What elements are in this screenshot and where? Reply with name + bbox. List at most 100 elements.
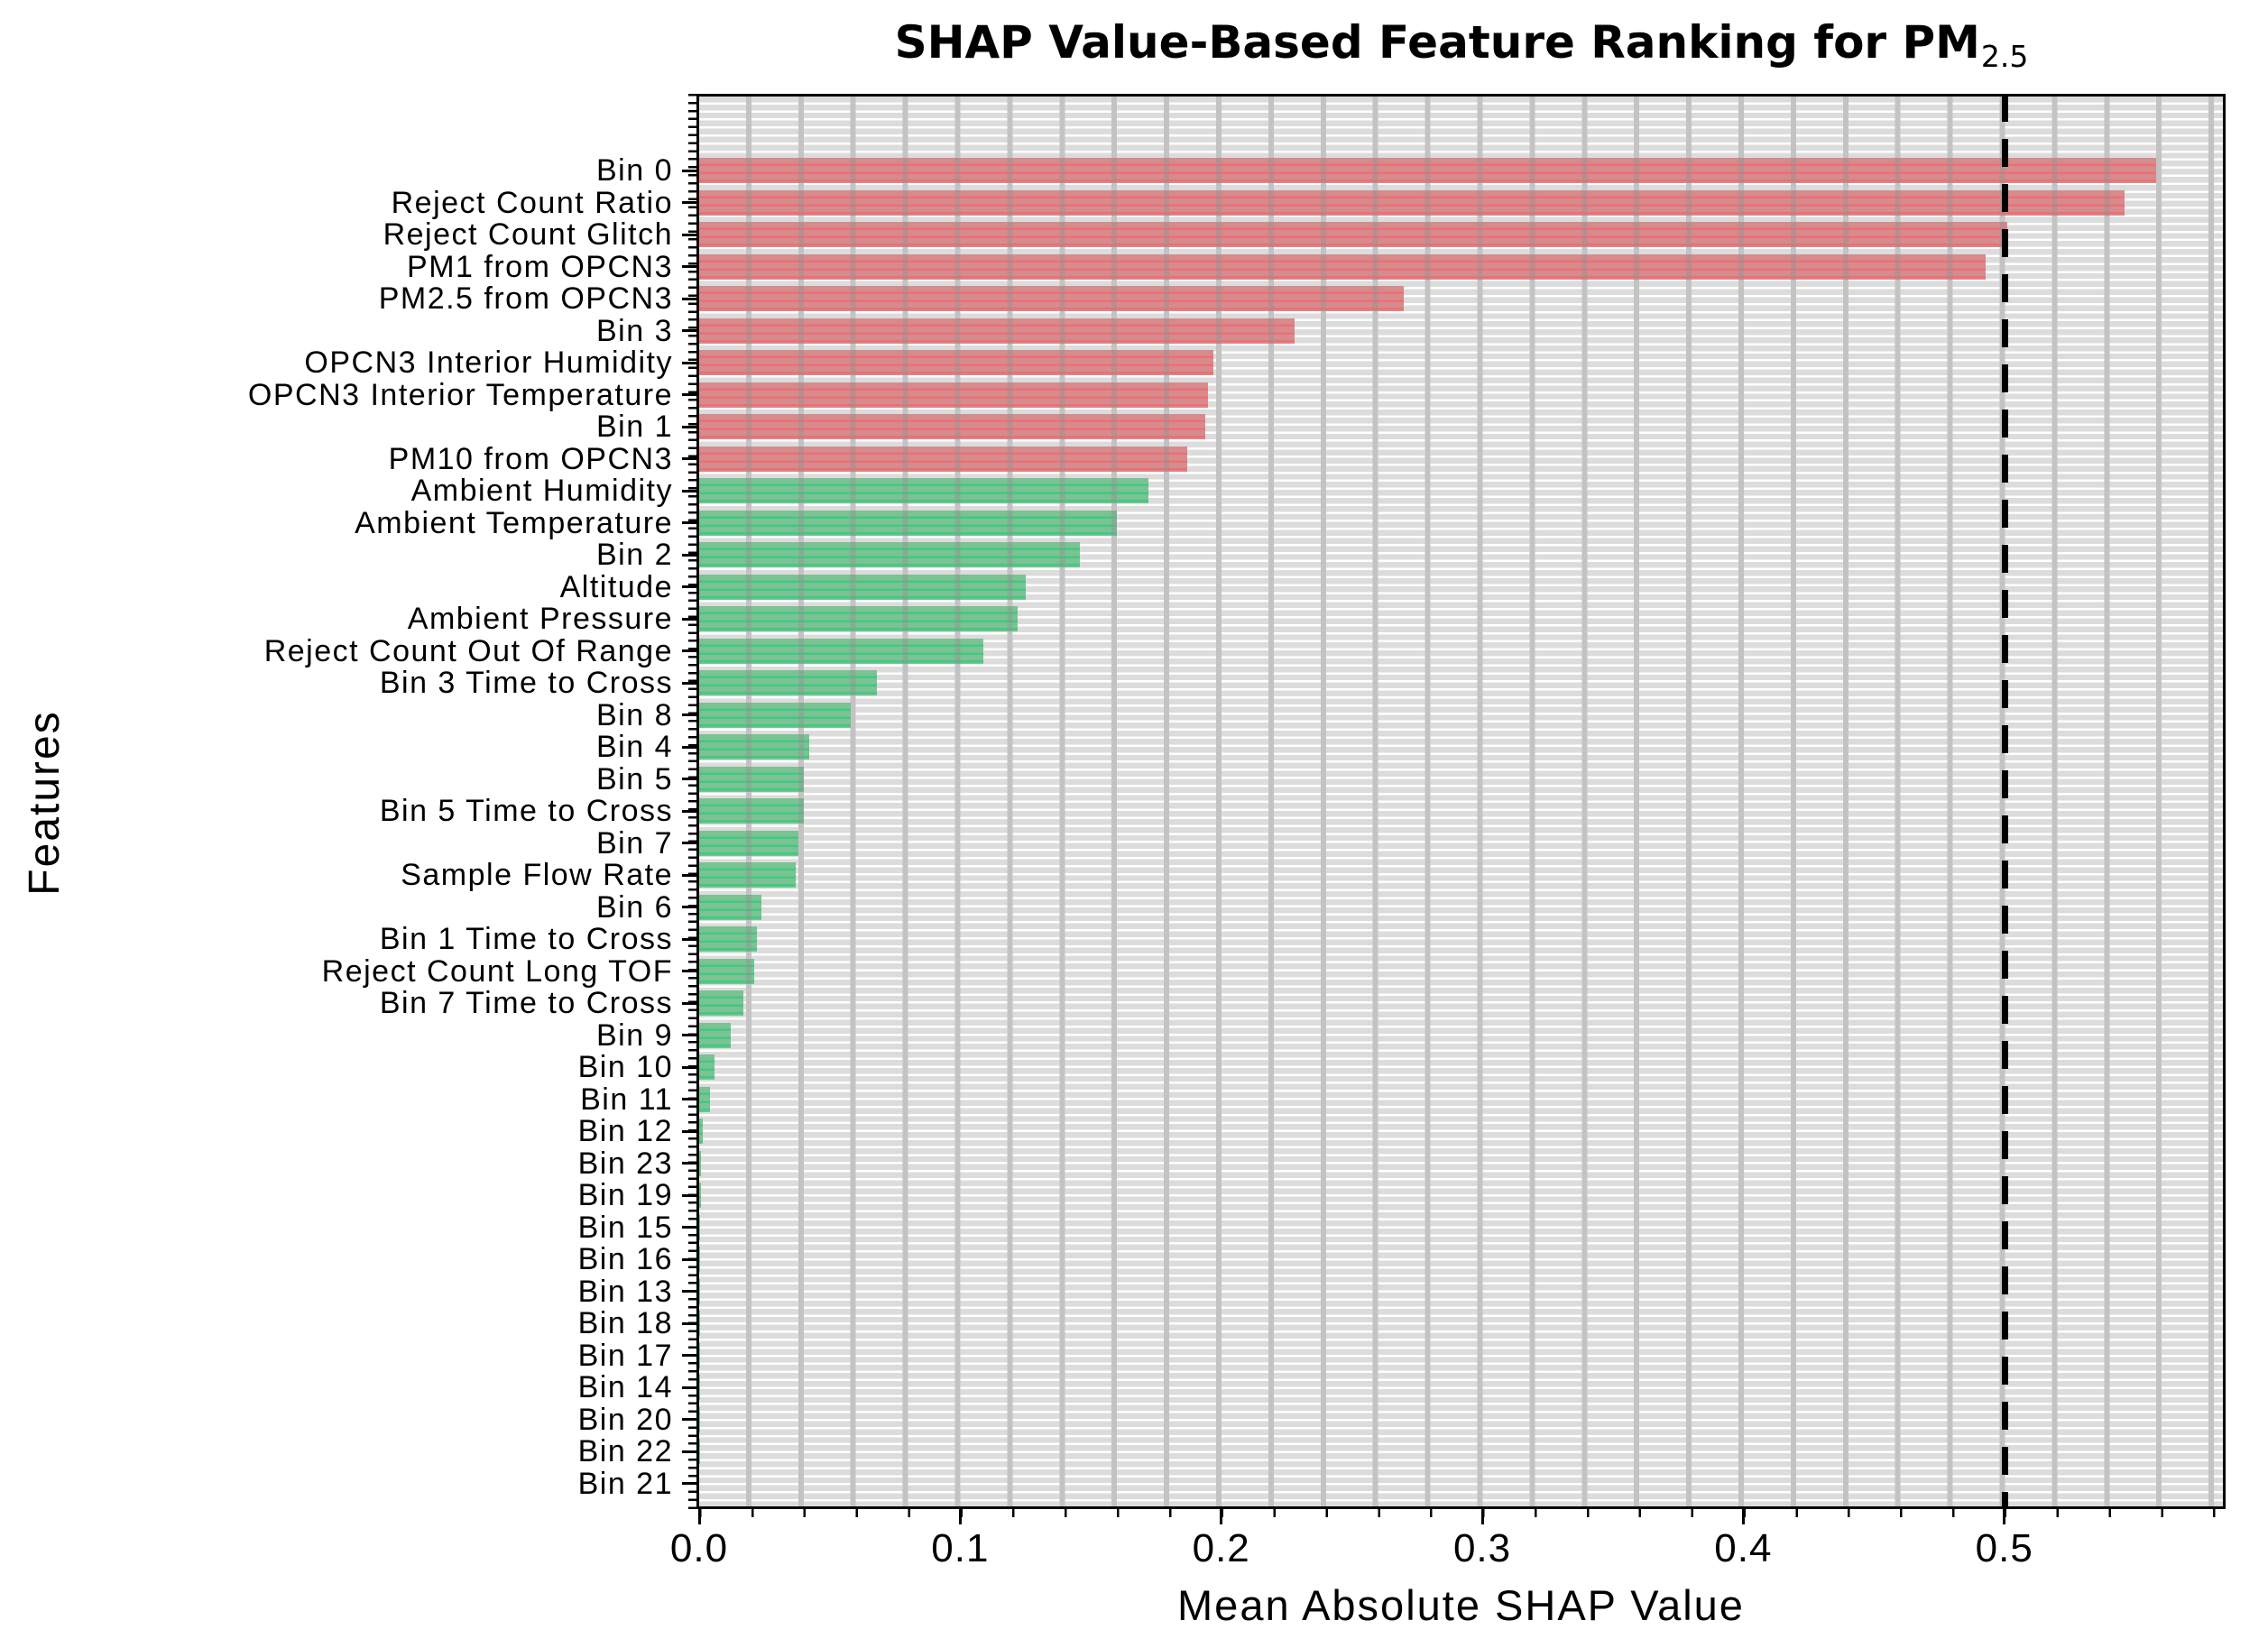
bar-bin-19 <box>699 1183 701 1208</box>
x-tick-label: 0.1 <box>931 1526 990 1570</box>
bar-bin-8 <box>699 702 851 728</box>
bar-opcn3-interior-humidity <box>699 350 1213 375</box>
y-tick-label: Bin 15 <box>577 1210 673 1245</box>
y-tick-label: Ambient Pressure <box>407 602 673 636</box>
y-tick-label: PM1 from OPCN3 <box>407 249 673 284</box>
bar-bin-17 <box>699 1342 700 1368</box>
x-tick-label: 0.0 <box>669 1526 729 1570</box>
y-tick-label: Bin 10 <box>577 1050 673 1084</box>
x-tick-mark <box>1480 1509 1484 1524</box>
chart-title: SHAP Value-Based Feature Ranking for PM2… <box>696 16 2226 74</box>
y-tick-label: Sample Flow Rate <box>401 858 673 892</box>
bar-bin-5 <box>699 766 804 792</box>
y-tick-label: Bin 21 <box>577 1466 673 1501</box>
bar-bin-3-time-to-cross <box>699 670 877 695</box>
bar-bin-16 <box>699 1247 700 1272</box>
y-tick-label: Bin 14 <box>577 1370 673 1404</box>
bar-bin-6 <box>699 894 761 920</box>
chart-title-subscript: 2.5 <box>1980 39 2029 74</box>
y-tick-label: Reject Count Long TOF <box>321 953 673 989</box>
bars-layer <box>699 97 2223 1506</box>
y-tick-label: Bin 1 <box>596 410 673 444</box>
bar-bin-5-time-to-cross <box>699 798 804 824</box>
y-tick-label: Ambient Humidity <box>410 474 673 508</box>
y-tick-label: Bin 7 Time to Cross <box>379 986 673 1020</box>
y-tick-labels: Bin 0 Reject Count Ratio Reject Count Glit… <box>0 94 684 1509</box>
bar-bin-12 <box>699 1119 703 1144</box>
bar-bin-4 <box>699 734 809 760</box>
y-tick-label: OPCN3 Interior Temperature <box>247 377 673 412</box>
bar-bin-1-time-to-cross <box>699 926 757 952</box>
x-tick-label: 0.5 <box>1975 1526 2033 1570</box>
bar-ambient-humidity <box>699 478 1148 503</box>
y-tick-label: Bin 22 <box>577 1434 673 1468</box>
bar-bin-23 <box>699 1150 701 1176</box>
x-tick-mark <box>1741 1509 1745 1524</box>
y-tick-label: Ambient Temperature <box>355 505 673 540</box>
chart-title-text: SHAP Value-Based Feature Ranking for PM <box>894 16 1980 69</box>
bar-bin-14 <box>699 1375 700 1400</box>
x-tick-mark <box>2003 1509 2006 1524</box>
bar-ambient-temperature <box>699 510 1117 536</box>
x-minor-ticks <box>699 1509 2223 1517</box>
y-tick-label: Bin 17 <box>577 1338 673 1373</box>
y-tick-label: Bin 11 <box>580 1082 673 1117</box>
y-minor-ticks <box>688 94 696 1509</box>
y-tick-label: Altitude <box>559 569 673 604</box>
x-tick-mark <box>697 1509 701 1524</box>
y-tick-label: Bin 2 <box>596 538 673 572</box>
bar-bin-18 <box>699 1311 700 1336</box>
y-tick-label: Bin 5 <box>596 761 673 796</box>
bar-reject-count-ratio <box>699 189 2125 216</box>
bar-bin-1 <box>699 414 1205 439</box>
bar-bin-11 <box>699 1086 710 1112</box>
bar-bin-7-time-to-cross <box>699 990 743 1016</box>
y-tick-label: Bin 20 <box>577 1402 673 1437</box>
bar-bin-22 <box>699 1439 700 1464</box>
y-tick-label: Bin 8 <box>596 697 673 732</box>
x-tick-mark <box>958 1509 962 1524</box>
y-tick-label: Bin 0 <box>596 153 673 188</box>
y-tick-label: Bin 18 <box>577 1306 673 1340</box>
x-axis-title: Mean Absolute SHAP Value <box>1177 1581 1745 1629</box>
y-tick-label: Bin 4 <box>596 730 673 764</box>
bar-reject-count-long-tof <box>699 958 754 984</box>
bar-bin-7 <box>699 830 798 856</box>
bar-reject-count-out-of-range <box>699 638 983 664</box>
y-tick-label: Bin 13 <box>577 1274 673 1309</box>
y-tick-label: Reject Count Ratio <box>391 185 673 220</box>
y-tick-label: Bin 3 <box>596 313 673 348</box>
y-tick-label: Bin 23 <box>577 1146 673 1181</box>
bar-pm1-from-opcn3 <box>699 253 1986 280</box>
bar-opcn3-interior-temperature <box>699 382 1208 408</box>
bar-bin-2 <box>699 542 1080 567</box>
y-tick-label: Reject Count Glitch <box>383 217 673 252</box>
bar-bin-9 <box>699 1022 731 1048</box>
bar-bin-3 <box>699 318 1295 344</box>
y-tick-label: Bin 1 Time to Cross <box>379 922 673 956</box>
x-tick-mark <box>1220 1509 1223 1524</box>
bar-reject-count-glitch <box>699 222 2007 247</box>
y-tick-label: PM2.5 from OPCN3 <box>378 281 673 316</box>
bar-bin-20 <box>699 1406 700 1432</box>
y-tick-label: Bin 7 <box>596 825 673 861</box>
y-tick-label: Bin 3 Time to Cross <box>379 666 673 700</box>
y-tick-label: Bin 19 <box>577 1178 673 1212</box>
y-tick-label: Bin 9 <box>596 1017 673 1053</box>
reference-dashed-line <box>2002 94 2008 1509</box>
bar-bin-10 <box>699 1054 715 1080</box>
bar-pm2-5-from-opcn3 <box>699 286 1404 311</box>
bar-sample-flow-rate <box>699 862 796 888</box>
x-tick-label: 0.2 <box>1192 1526 1250 1570</box>
y-tick-label: Bin 6 <box>596 889 673 925</box>
y-tick-label: Bin 16 <box>577 1242 673 1276</box>
x-tick-label: 0.4 <box>1714 1526 1773 1570</box>
bar-bin-0 <box>699 158 2156 183</box>
bar-pm10-from-opcn3 <box>699 446 1187 472</box>
bar-bin-15 <box>699 1214 700 1240</box>
y-tick-label: PM10 from OPCN3 <box>388 441 673 476</box>
bar-ambient-pressure <box>699 606 1018 631</box>
bar-bin-13 <box>699 1278 700 1304</box>
bar-altitude <box>699 574 1026 600</box>
y-tick-label: Bin 12 <box>577 1114 673 1148</box>
